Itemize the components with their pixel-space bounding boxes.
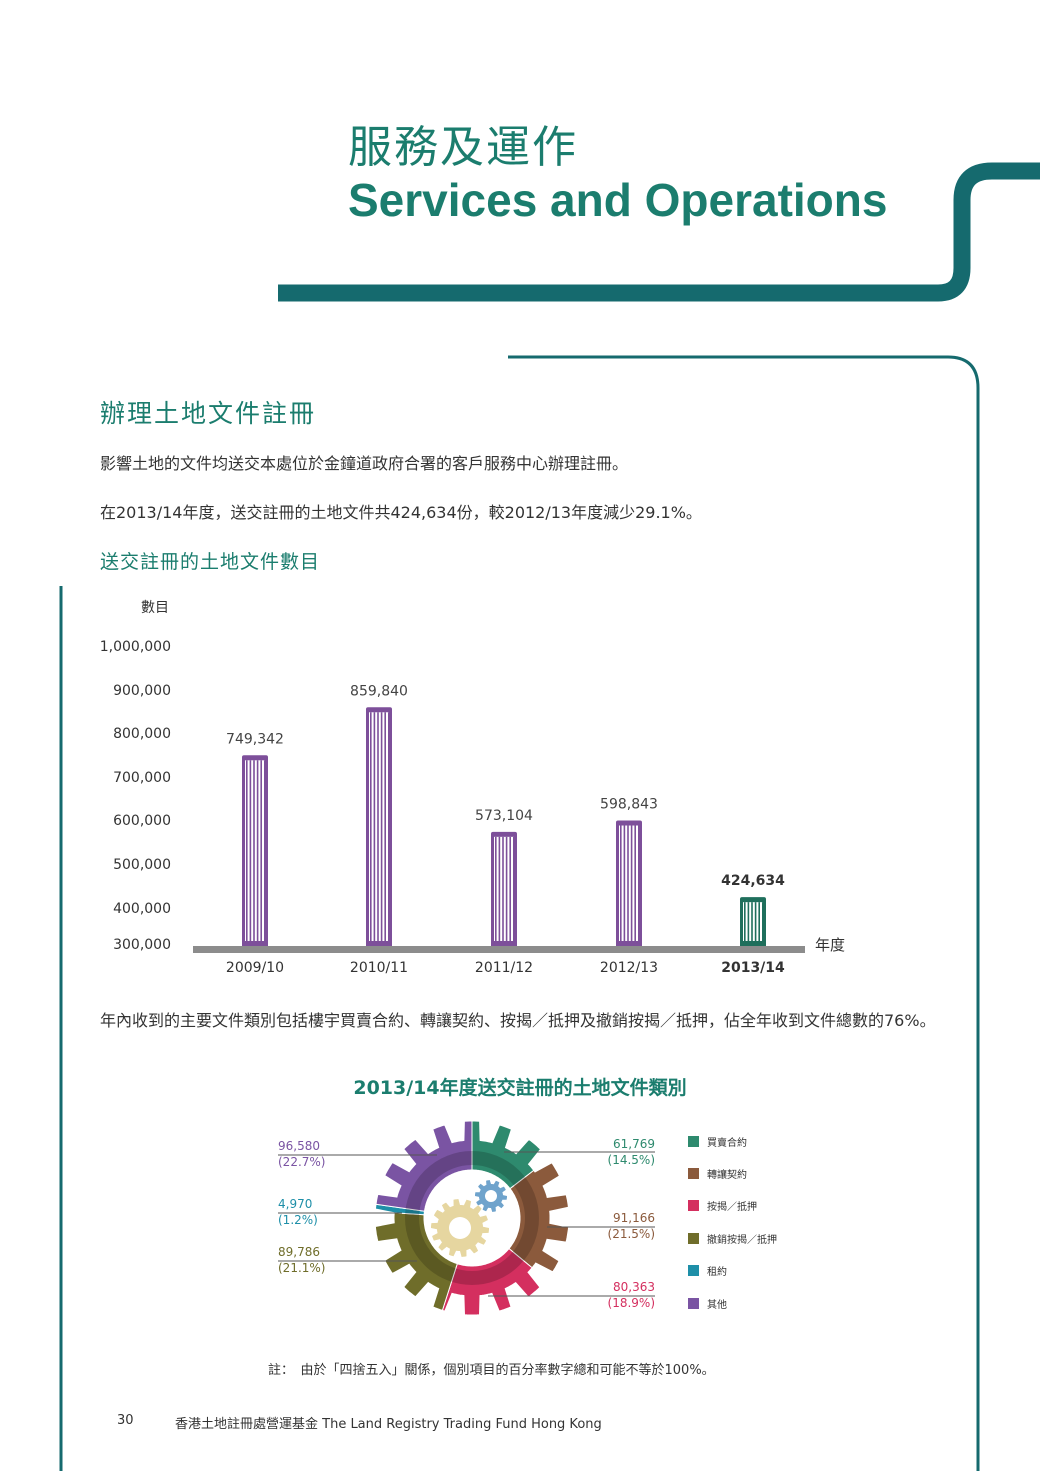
legend-label: 撤銷按揭／抵押 (707, 1234, 777, 1246)
legend-label: 轉讓契約 (707, 1170, 747, 1182)
bar-value-label: 598,843 (600, 797, 658, 813)
slice-percent-label: (1.2%) (278, 1213, 318, 1227)
bar-chart: 數目 300,000 400,000 500,000 600,000 700,000 800… (100, 600, 845, 976)
legend-swatch (688, 1135, 699, 1147)
legend-swatch (688, 1168, 699, 1180)
legend-item: 買賣合約 (688, 1125, 777, 1157)
gear-pie-chart: 61,769 (14.5%) 91,166 (21.5%) 80,363 (18.9%) 8… (278, 1120, 655, 1316)
page-title-english: Services and Operations (348, 174, 888, 226)
bar-value-label: 859,840 (350, 683, 408, 699)
header-band (278, 162, 1040, 302)
legend-item: 轉讓契約 (688, 1157, 777, 1189)
x-tick-label: 2009/10 (226, 960, 284, 976)
slice-value-label: 80,363 (613, 1280, 655, 1294)
bar (740, 897, 766, 949)
y-tick-label: 500,000 (113, 857, 171, 873)
slice-percent-label: (22.7%) (278, 1155, 325, 1169)
legend-item: 按揭／抵押 (688, 1190, 777, 1222)
y-tick-label: 800,000 (113, 726, 171, 742)
slice-percent-label: (21.5%) (608, 1227, 655, 1241)
x-tick-label: 2010/11 (350, 960, 408, 976)
y-tick-label: 400,000 (113, 901, 171, 917)
legend-swatch (688, 1232, 699, 1244)
page-number: 30 (117, 1413, 134, 1428)
slice-value-label: 89,786 (278, 1245, 320, 1259)
gear-inner-ring (405, 1151, 539, 1285)
page-title-chinese: 服務及運作 (348, 122, 578, 173)
bar-value-label: 424,634 (721, 873, 785, 889)
legend-label: 其他 (707, 1299, 727, 1311)
legend-item: 租約 (688, 1255, 777, 1287)
slice-percent-label: (21.1%) (278, 1261, 325, 1275)
slice-percent-label: (18.9%) (608, 1296, 655, 1310)
bar-chart-title: 送交註冊的土地文件數目 (100, 551, 321, 573)
bar (242, 755, 268, 949)
section-heading: 辦理土地文件註冊 (100, 399, 317, 428)
paragraph-summary: 在2013/14年度，送交註冊的土地文件共424,634份，較2012/13年度… (100, 503, 702, 522)
x-tick-label: 2013/14 (721, 960, 785, 976)
pie-chart-title: 2013/14年度送交註冊的土地文件類別 (353, 1077, 687, 1099)
x-tick-label: 2012/13 (600, 960, 658, 976)
slice-percent-label: (14.5%) (608, 1153, 655, 1167)
y-tick-label: 300,000 (113, 937, 171, 953)
slice-value-label: 96,580 (278, 1139, 320, 1153)
decorative-gear-large-icon (431, 1199, 489, 1257)
y-tick-label: 600,000 (113, 813, 171, 829)
footer-text: 香港土地註冊處營運基金 The Land Registry Trading Fu… (175, 1417, 602, 1432)
x-axis-line (193, 946, 805, 953)
bar-value-label: 573,104 (475, 808, 533, 824)
legend-swatch (688, 1200, 699, 1212)
y-tick-label: 700,000 (113, 770, 171, 786)
legend-label: 租約 (707, 1267, 727, 1279)
footnote: 註： 由於「四捨五入」關係，個別項目的百分率數字總和可能不等於100%。 (268, 1363, 715, 1378)
legend-item: 其他 (688, 1287, 777, 1319)
bar (491, 831, 517, 949)
legend-label: 買賣合約 (707, 1137, 747, 1149)
bar (616, 820, 642, 949)
x-tick-label: 2011/12 (475, 960, 533, 976)
slice-value-label: 4,970 (278, 1197, 312, 1211)
slice-value-label: 61,769 (613, 1137, 655, 1151)
paragraph-document-types: 年內收到的主要文件類別包括樓宇買賣合約、轉讓契約、按揭／抵押及撤銷按揭／抵押，佔… (100, 1011, 936, 1030)
legend-label: 按揭／抵押 (707, 1202, 757, 1214)
y-axis-label: 數目 (141, 600, 169, 616)
legend-swatch (688, 1265, 699, 1277)
bar-value-label: 749,342 (226, 731, 284, 747)
slice-value-label: 91,166 (613, 1211, 655, 1225)
decorative-gear-small-icon (475, 1180, 507, 1212)
y-tick-label: 1,000,000 (100, 639, 171, 655)
legend-swatch (688, 1297, 699, 1309)
legend-item: 撤銷按揭／抵押 (688, 1222, 777, 1254)
pie-legend: 買賣合約轉讓契約按揭／抵押撤銷按揭／抵押 租約其他 (688, 1125, 777, 1319)
paragraph-intro: 影響土地的文件均送交本處位於金鐘道政府合署的客戶服務中心辦理註冊。 (100, 454, 629, 473)
x-axis-label: 年度 (815, 936, 845, 954)
y-tick-label: 900,000 (113, 683, 171, 699)
bar (366, 707, 392, 949)
